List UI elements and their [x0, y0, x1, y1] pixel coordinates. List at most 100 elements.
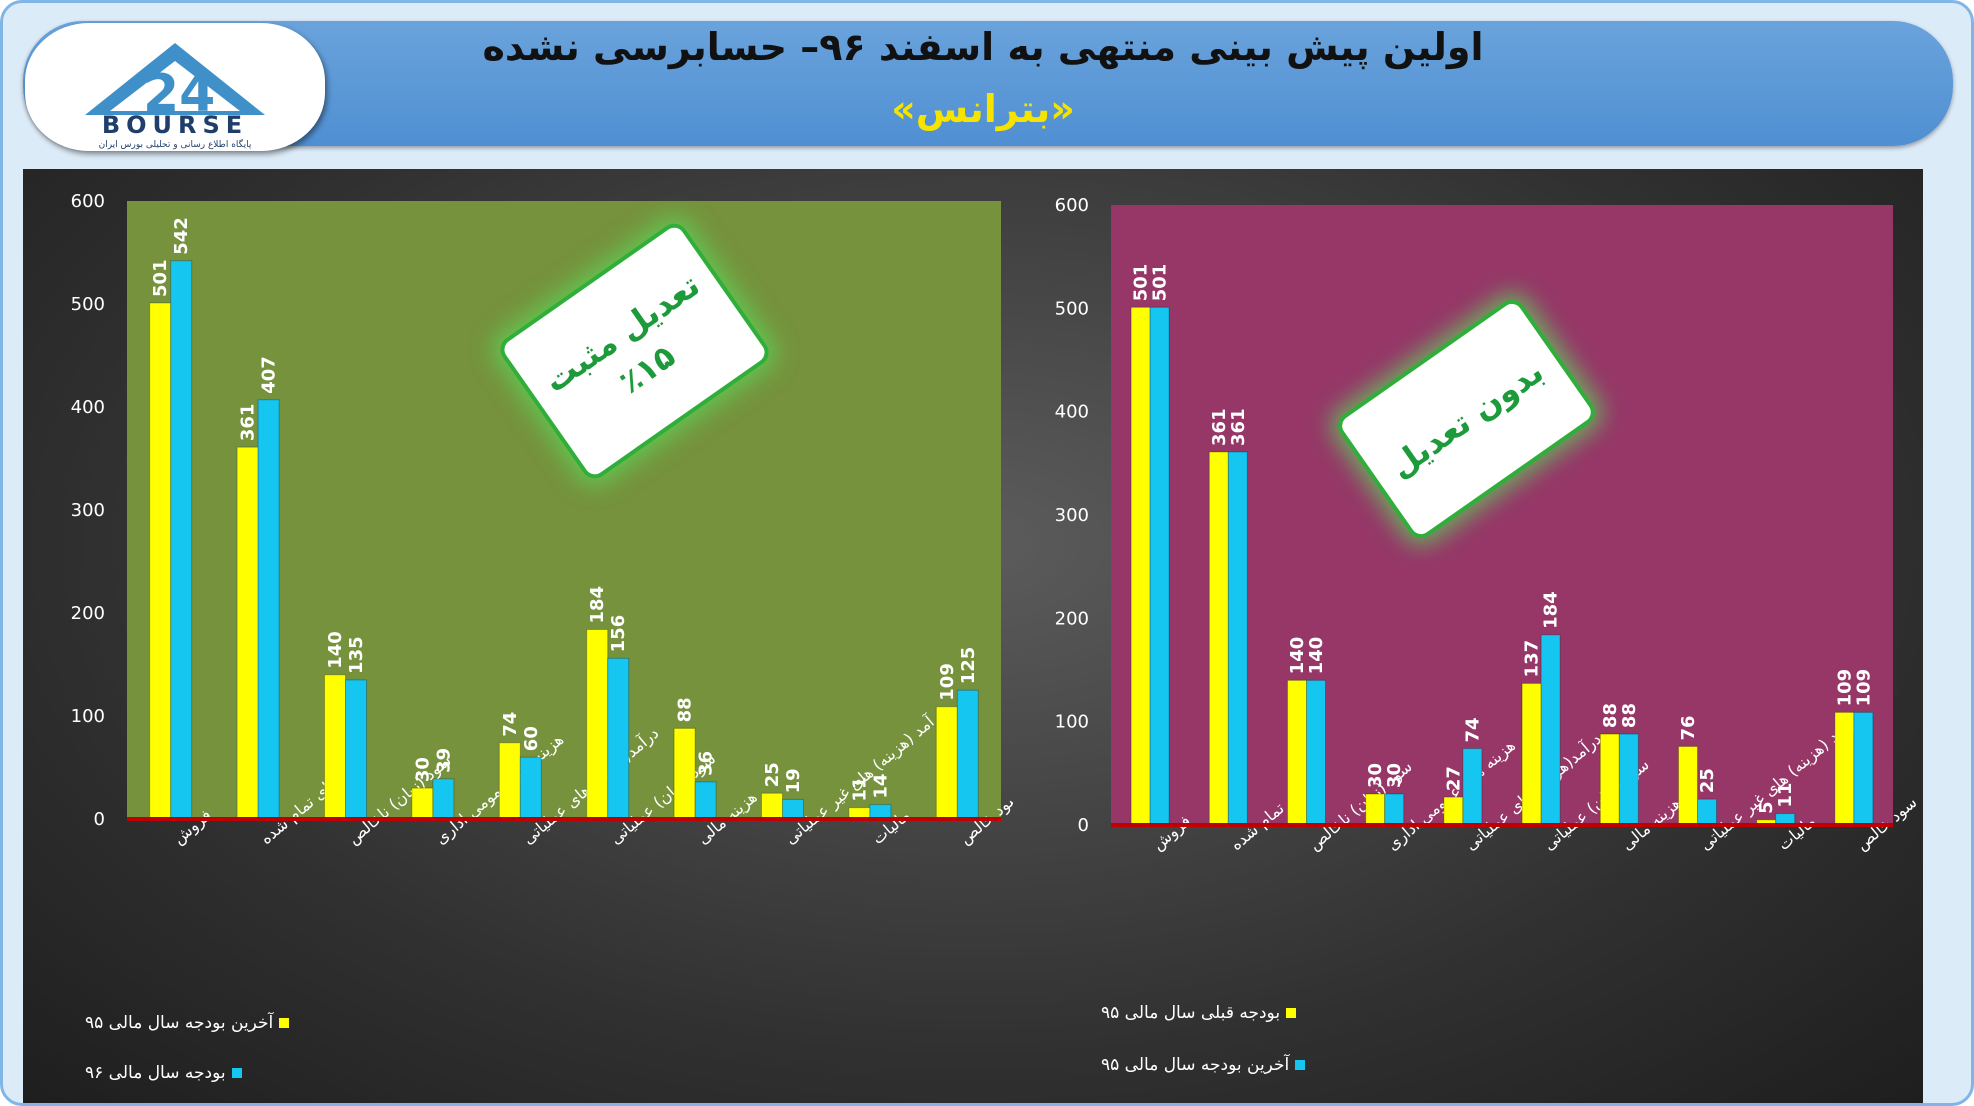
logo-text: BOURSE	[102, 111, 248, 139]
right-value-label-cyan-0: 501	[1150, 264, 1171, 302]
right-value-label-cyan-5: 184	[1541, 591, 1562, 629]
right-legend-item-2: آخرین بودجه سال مالی ۹۵	[1101, 1055, 1306, 1075]
right-bar-cyan-9	[1853, 711, 1874, 826]
right-legend-label-1: بودجه قبلی سال مالی ۹۵	[1101, 1003, 1281, 1023]
left-bar-cyan-3	[432, 778, 455, 820]
left-y-tick-0: 0	[94, 809, 105, 830]
left-value-label-cyan-0: 542	[171, 217, 192, 255]
right-bar-cyan-2	[1306, 679, 1326, 826]
right-value-label-yellow-6: 88	[1600, 703, 1621, 728]
right-value-label-cyan-2: 140	[1306, 637, 1327, 675]
right-bar-yellow-9	[1834, 711, 1855, 826]
left-y-tick-3: 300	[71, 500, 105, 521]
left-bar-yellow-5	[586, 628, 609, 820]
left-value-label-yellow-0: 501	[150, 259, 171, 297]
right-value-label-yellow-2: 140	[1287, 637, 1308, 675]
left-bar-yellow-0	[149, 302, 172, 820]
title-banner	[23, 21, 1953, 146]
left-bar-yellow-9	[935, 706, 958, 820]
right-bar-yellow-6	[1599, 733, 1620, 826]
right-value-label-yellow-4: 27	[1443, 766, 1464, 791]
left-y-tick-2: 200	[71, 603, 105, 624]
right-value-label-yellow-7: 76	[1678, 715, 1699, 740]
right-value-label-cyan-9: 109	[1853, 669, 1874, 707]
left-value-label-cyan-8: 14	[870, 774, 891, 799]
left-legend-item-1: آخرین بودجه سال مالی ۹۵	[85, 1013, 290, 1033]
left-value-label-cyan-5: 156	[608, 615, 629, 653]
right-y-tick-2: 200	[1055, 608, 1089, 629]
left-bar-yellow-1	[236, 446, 259, 820]
left-value-label-yellow-1: 361	[238, 404, 259, 442]
right-bar-yellow-4	[1443, 796, 1464, 826]
right-y-tick-1: 100	[1055, 712, 1089, 733]
right-bar-yellow-2	[1287, 679, 1307, 826]
right-value-label-yellow-9: 109	[1834, 669, 1855, 707]
left-value-label-cyan-1: 407	[259, 356, 280, 394]
page-subtitle: «بترانس»	[891, 87, 1075, 131]
left-value-label-yellow-2: 140	[325, 631, 346, 669]
left-bar-chart: 0100200300400500600501542فروش361407بهای …	[71, 191, 1013, 849]
left-value-label-yellow-6: 88	[675, 697, 696, 722]
right-value-label-cyan-8: 11	[1775, 783, 1796, 808]
left-legend-item-2: بودجه سال مالی ۹۶	[85, 1063, 242, 1083]
left-bar-cyan-0	[170, 260, 193, 820]
left-value-label-yellow-3: 30	[412, 757, 433, 782]
right-y-tick-3: 300	[1055, 505, 1089, 526]
right-bar-yellow-5	[1521, 682, 1542, 826]
right-legend-item-1: بودجه قبلی سال مالی ۹۵	[1101, 1003, 1297, 1023]
left-value-label-cyan-6: 36	[696, 751, 717, 776]
right-value-label-cyan-7: 25	[1697, 768, 1718, 793]
left-bar-yellow-4	[498, 742, 521, 820]
left-bar-yellow-2	[324, 674, 346, 820]
right-bar-yellow-0	[1130, 306, 1151, 826]
right-value-label-yellow-1: 361	[1209, 408, 1230, 446]
right-value-label-yellow-0: 501	[1131, 264, 1152, 302]
left-legend-label-2: بودجه سال مالی ۹۶	[85, 1063, 226, 1083]
right-bar-yellow-1	[1208, 451, 1229, 826]
right-bar-chart: 0100200300400500600501501فروش361361بهای …	[1055, 195, 1921, 855]
right-y-tick-0: 0	[1078, 815, 1089, 836]
right-bar-cyan-1	[1227, 451, 1248, 826]
left-y-tick-1: 100	[71, 706, 105, 727]
left-bar-yellow-7	[761, 792, 783, 820]
right-y-tick-6: 600	[1055, 195, 1089, 216]
left-value-label-cyan-9: 125	[958, 647, 979, 685]
bourse24-logo: 24 BOURSE پایگاه اطلاع رسانی و تحلیلی بو…	[25, 23, 325, 151]
right-bar-cyan-6	[1618, 733, 1639, 826]
cyan-swatch-icon	[231, 1068, 242, 1078]
right-bar-cyan-4	[1462, 748, 1483, 826]
yellow-swatch-icon	[279, 1018, 290, 1028]
left-value-label-cyan-4: 60	[521, 726, 542, 751]
right-bar-cyan-3	[1384, 793, 1405, 826]
right-value-label-cyan-3: 30	[1384, 763, 1405, 788]
right-value-label-yellow-3: 30	[1365, 763, 1386, 788]
right-y-tick-5: 500	[1055, 298, 1089, 319]
cyan-swatch-icon	[1295, 1060, 1306, 1070]
yellow-swatch-icon	[1286, 1008, 1297, 1018]
svg-text:24: 24	[143, 64, 215, 124]
left-bar-cyan-6	[694, 781, 717, 820]
left-y-tick-4: 400	[71, 397, 105, 418]
right-bar-yellow-7	[1678, 745, 1698, 826]
right-value-label-cyan-1: 361	[1228, 408, 1249, 446]
left-value-label-yellow-7: 25	[762, 762, 783, 787]
right-bar-cyan-0	[1149, 306, 1170, 826]
right-bar-cyan-7	[1697, 798, 1717, 826]
left-value-label-cyan-2: 135	[346, 636, 367, 674]
left-value-label-yellow-4: 74	[500, 712, 521, 737]
left-value-label-yellow-8: 11	[849, 777, 870, 802]
right-value-label-cyan-6: 88	[1619, 703, 1640, 728]
left-bar-yellow-6	[673, 727, 696, 820]
left-value-label-cyan-3: 39	[433, 748, 454, 773]
left-value-label-yellow-9: 109	[937, 663, 958, 701]
right-y-tick-4: 400	[1055, 402, 1089, 423]
left-bar-cyan-4	[519, 756, 542, 820]
left-bar-cyan-1	[257, 399, 280, 820]
logo-graphic: 24 BOURSE پایگاه اطلاع رسانی و تحلیلی بو…	[85, 43, 265, 150]
logo-tagline: پایگاه اطلاع رسانی و تحلیلی بورس ایران	[99, 138, 252, 150]
right-value-label-yellow-8: 5	[1756, 801, 1777, 814]
left-value-label-yellow-5: 184	[587, 586, 608, 624]
right-value-label-cyan-4: 74	[1462, 717, 1483, 742]
left-bar-cyan-5	[607, 657, 630, 820]
